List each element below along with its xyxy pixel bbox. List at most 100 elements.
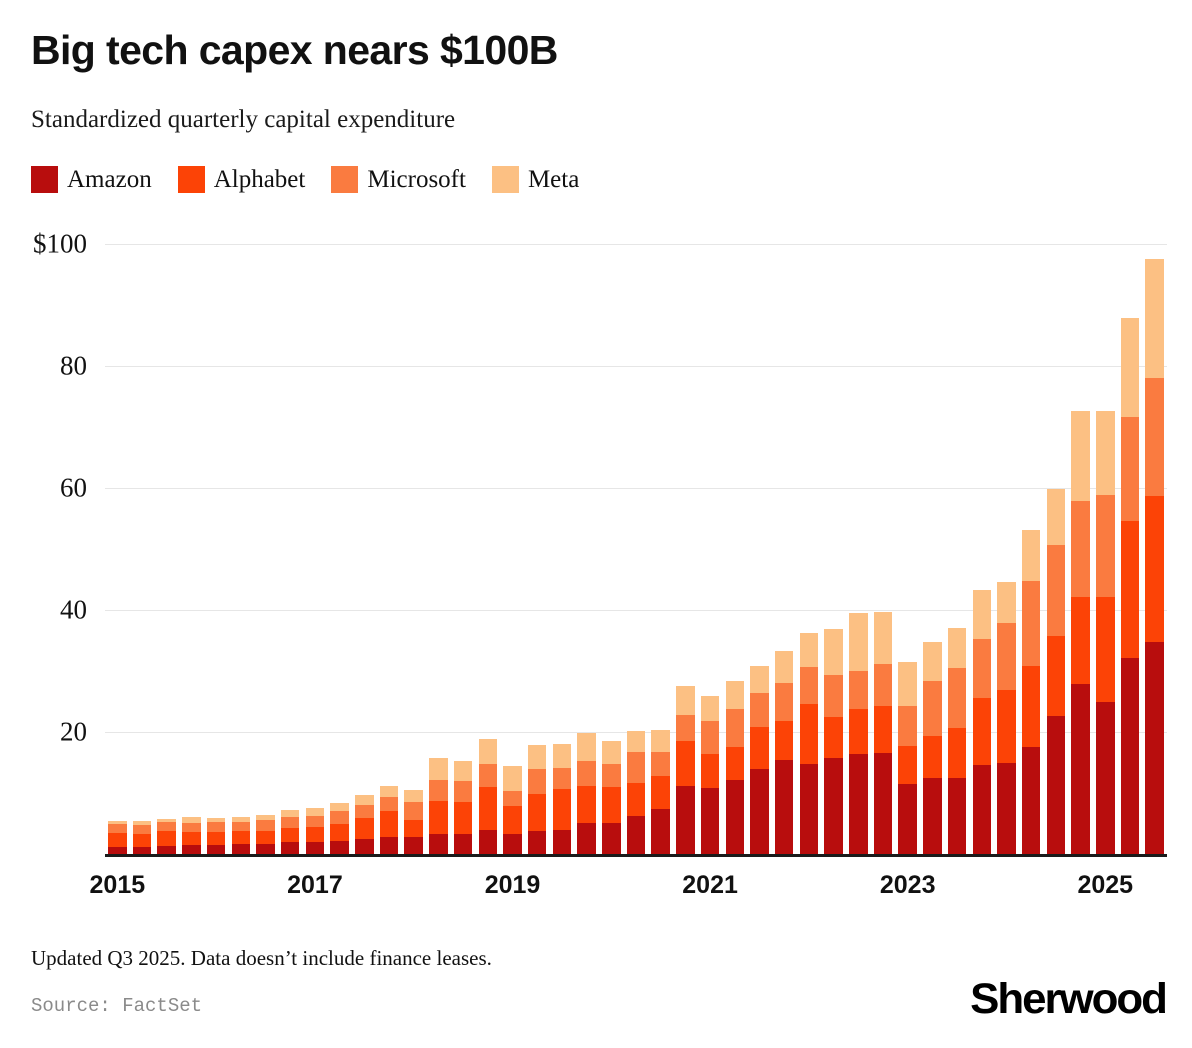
bar-q2-2019[interactable]	[527, 745, 547, 854]
x-axis-baseline	[105, 854, 1167, 857]
bar-q4-2020[interactable]	[676, 686, 695, 854]
bar-q3-2016[interactable]	[256, 814, 275, 854]
bar-segment-microsoft	[453, 781, 473, 802]
bar-segment-alphabet	[651, 775, 670, 809]
bar-segment-microsoft	[676, 714, 695, 742]
bar-q2-2024[interactable]	[1021, 529, 1041, 854]
bar-q4-2017[interactable]	[379, 786, 399, 854]
bar-segment-amazon	[972, 764, 992, 854]
bar-segment-alphabet	[206, 832, 226, 846]
bar-q2-2021[interactable]	[725, 681, 745, 854]
legend-item-alphabet[interactable]: Alphabet	[177, 166, 305, 193]
bar-q1-2021[interactable]	[700, 696, 720, 854]
bar-q3-2022[interactable]	[849, 613, 868, 854]
bar-segment-amazon	[1095, 701, 1115, 854]
bar-q4-2015[interactable]	[182, 817, 201, 854]
bar-segment-meta	[1071, 410, 1090, 501]
bar-q2-2016[interactable]	[231, 816, 251, 854]
bar-segment-amazon	[873, 752, 893, 854]
bar-q1-2015[interactable]	[108, 821, 127, 854]
bar-segment-amazon	[206, 845, 226, 854]
bar-segment-meta	[849, 613, 868, 671]
bar-segment-alphabet	[873, 705, 893, 753]
bar-q3-2017[interactable]	[355, 795, 374, 854]
bar-segment-meta	[997, 581, 1016, 623]
bar-segment-meta	[280, 810, 300, 817]
bar-segment-amazon	[947, 777, 967, 854]
bar-q2-2023[interactable]	[923, 642, 942, 854]
bar-q4-2024[interactable]	[1071, 410, 1090, 854]
gridline	[105, 488, 1167, 489]
legend-swatch-amazon	[31, 166, 58, 193]
bar-q2-2017[interactable]	[330, 802, 349, 854]
bar-segment-alphabet	[799, 703, 819, 764]
bar-q4-2022[interactable]	[873, 612, 893, 854]
bar-q3-2024[interactable]	[1046, 489, 1066, 854]
bar-segment-amazon	[330, 840, 349, 854]
bar-q2-2020[interactable]	[626, 730, 646, 854]
bar-segment-microsoft	[725, 709, 745, 747]
source-label: Source: FactSet	[31, 995, 203, 1017]
bar-q1-2016[interactable]	[206, 818, 226, 854]
bar-q4-2023[interactable]	[972, 590, 992, 854]
bar-segment-meta	[527, 745, 547, 769]
bar-q2-2015[interactable]	[132, 821, 152, 854]
bar-segment-alphabet	[1145, 495, 1164, 643]
bar-q1-2018[interactable]	[404, 789, 423, 854]
bar-q1-2024[interactable]	[997, 581, 1016, 854]
bar-q2-2022[interactable]	[824, 628, 843, 854]
bar-q2-2018[interactable]	[429, 758, 448, 854]
bar-q4-2018[interactable]	[478, 739, 498, 854]
legend-item-microsoft[interactable]: Microsoft	[331, 166, 466, 193]
bar-segment-amazon	[404, 836, 423, 854]
bar-segment-microsoft	[1120, 416, 1140, 521]
bar-segment-amazon	[256, 843, 275, 854]
bar-segment-microsoft	[231, 821, 251, 832]
bar-q1-2023[interactable]	[898, 662, 917, 854]
bar-q3-2021[interactable]	[750, 665, 769, 854]
bar-q1-2017[interactable]	[305, 807, 325, 854]
bar-segment-alphabet	[923, 735, 942, 778]
bar-segment-amazon	[626, 816, 646, 854]
bar-segment-alphabet	[725, 746, 745, 781]
page-title: Big tech capex nears $100B	[31, 27, 558, 73]
bar-segment-alphabet	[898, 746, 917, 785]
bar-q3-2025[interactable]	[1145, 259, 1164, 854]
bar-q3-2018[interactable]	[453, 761, 473, 854]
bar-q4-2016[interactable]	[280, 810, 300, 854]
bar-segment-alphabet	[1120, 520, 1140, 658]
bar-segment-microsoft	[527, 768, 547, 795]
chart-legend: Amazon Alphabet Microsoft Meta	[31, 166, 605, 193]
bar-q3-2015[interactable]	[157, 818, 176, 854]
bar-q1-2022[interactable]	[799, 633, 819, 854]
bar-segment-meta	[947, 628, 967, 668]
bar-segment-alphabet	[626, 783, 646, 817]
bar-segment-alphabet	[700, 753, 720, 788]
bar-segment-amazon	[527, 831, 547, 854]
bar-q4-2021[interactable]	[774, 650, 794, 854]
bar-q1-2020[interactable]	[602, 741, 621, 854]
legend-item-amazon[interactable]: Amazon	[31, 166, 152, 193]
bar-segment-amazon	[1120, 657, 1140, 854]
bar-segment-alphabet	[602, 786, 621, 823]
bar-segment-amazon	[231, 844, 251, 854]
bar-segment-meta	[404, 789, 423, 803]
bar-q3-2020[interactable]	[651, 730, 670, 854]
bar-q1-2019[interactable]	[503, 766, 522, 854]
bar-segment-microsoft	[873, 664, 893, 706]
bar-segment-amazon	[651, 808, 670, 854]
bar-segment-alphabet	[1046, 636, 1066, 717]
legend-swatch-meta	[491, 166, 519, 193]
bar-q2-2025[interactable]	[1120, 317, 1140, 854]
bar-q4-2019[interactable]	[577, 733, 596, 854]
legend-item-meta[interactable]: Meta	[491, 166, 579, 193]
bar-segment-microsoft	[1145, 377, 1164, 496]
bar-q1-2025[interactable]	[1095, 411, 1115, 854]
bar-segment-microsoft	[947, 667, 967, 729]
bar-segment-microsoft	[280, 816, 300, 829]
bar-segment-alphabet	[132, 833, 152, 847]
bar-q3-2019[interactable]	[552, 744, 572, 854]
bar-segment-meta	[429, 758, 448, 780]
bar-q3-2023[interactable]	[947, 628, 967, 854]
